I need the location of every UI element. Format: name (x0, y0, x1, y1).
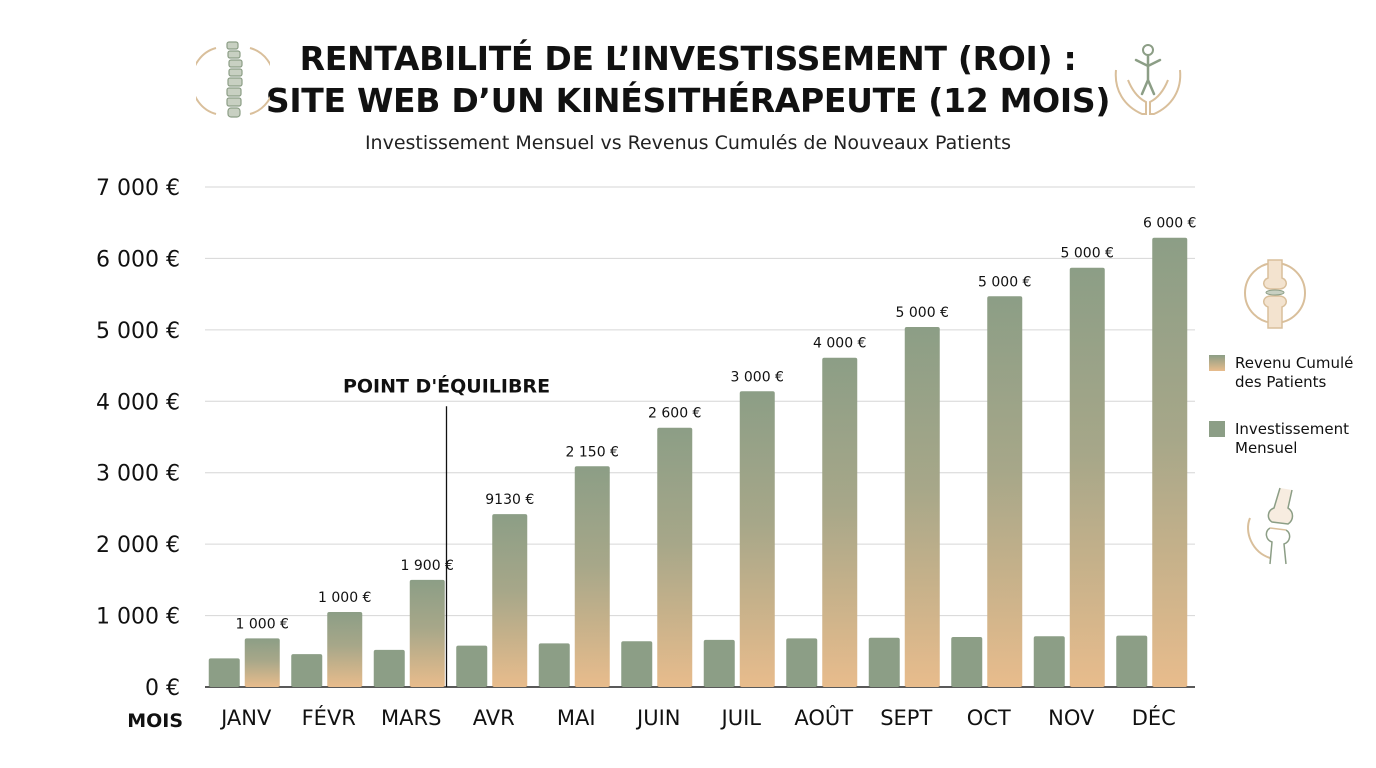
x-tick-label: JANV (219, 706, 272, 730)
knee-joint-icon (1244, 259, 1306, 329)
caring-hands-icon (1114, 44, 1182, 115)
revenue-data-label: 2 600 € (648, 406, 701, 422)
investment-bar (1116, 635, 1148, 687)
x-tick-label: SEPT (880, 706, 932, 730)
chart-title-line-2: SITE WEB D’UN KINÉSITHÉRAPEUTE (12 MOIS) (265, 81, 1111, 120)
revenue-bar (492, 514, 528, 687)
investment-bar (291, 654, 323, 687)
x-axis-ticks: JANV FÉVR MARS AVR MAI JUIN JUIL AOÛT SEPT OCT NOV… (127, 705, 1176, 732)
x-tick-label: DÉC (1132, 705, 1176, 730)
investment-bar (456, 645, 488, 687)
revenue-bar (904, 327, 940, 687)
revenue-data-label: 4 000 € (813, 336, 866, 352)
legend-label-revenue: Revenu Cumulé des Patients (1235, 354, 1354, 391)
bars (208, 237, 1188, 687)
revenue-data-label: 1 000 € (318, 590, 371, 606)
legend-swatch-investment (1209, 421, 1225, 437)
revenue-data-label: 9130 € (485, 492, 534, 508)
x-tick-label: NOV (1048, 706, 1095, 730)
legend-item-investment: Investissement Mensuel (1209, 420, 1365, 458)
investment-bar (621, 641, 653, 687)
y-tick-label: 5 000 € (96, 319, 180, 344)
spine-icon (196, 41, 270, 118)
x-tick-label: AVR (473, 706, 515, 730)
investment-bar (538, 643, 570, 687)
revenue-data-label: 5 000 € (896, 305, 949, 321)
revenue-bar (739, 391, 775, 687)
legend-swatch-revenue (1209, 355, 1225, 371)
x-tick-label: FÉVR (302, 705, 356, 730)
break-even-label: POINT D'ÉQUILIBRE (343, 374, 550, 397)
y-tick-label: 3 000 € (96, 462, 180, 487)
data-labels: 1 000 € 1 000 € 1 900 € 9130 € 2 150 € 2 600 … (236, 216, 1197, 633)
investment-bar (1033, 636, 1065, 687)
y-tick-label: 0 € (145, 676, 180, 701)
break-even-annotation: POINT D'ÉQUILIBRE (343, 374, 550, 687)
revenue-bar (987, 296, 1023, 687)
revenue-bar (657, 427, 693, 687)
revenue-bar (1152, 237, 1188, 687)
y-tick-label: 2 000 € (96, 533, 180, 558)
grid-lines (205, 186, 1195, 688)
y-tick-label: 6 000 € (96, 247, 180, 272)
investment-bar (868, 637, 900, 687)
revenue-data-label: 2 150 € (566, 444, 619, 460)
revenue-bar (574, 466, 610, 687)
x-tick-label: MAI (557, 706, 596, 730)
x-tick-label: OCT (967, 706, 1011, 730)
y-tick-label: 1 000 € (96, 605, 180, 630)
revenue-data-label: 5 000 € (978, 274, 1031, 290)
y-axis-ticks: 0 € 1 000 € 2 000 € 3 000 € 4 000 € 5 000 € 6 … (96, 176, 180, 701)
revenue-data-label: 1 000 € (236, 616, 289, 632)
revenue-bar (327, 612, 363, 687)
revenue-bar (244, 638, 280, 687)
y-tick-label: 7 000 € (96, 176, 180, 201)
investment-bar (951, 637, 983, 687)
chart-title: RENTABILITÉ DE L’INVESTISSEMENT (ROI) : … (0, 38, 1376, 122)
investment-bar (786, 638, 818, 687)
x-tick-label: JUIL (720, 706, 762, 730)
investment-bar (703, 639, 735, 687)
revenue-data-label: 3 000 € (731, 369, 784, 385)
chart-subtitle: Investissement Mensuel vs Revenus Cumulé… (364, 132, 1012, 154)
x-tick-label: AOÛT (794, 705, 853, 730)
x-tick-label: MARS (381, 706, 441, 730)
knee-joint-outline-icon (1247, 487, 1294, 565)
legend: Revenu Cumulé des Patients Investissemen… (1209, 354, 1365, 486)
revenue-data-label: 5 000 € (1061, 246, 1114, 262)
investment-bar (208, 658, 240, 687)
legend-item-revenue: Revenu Cumulé des Patients (1209, 354, 1365, 392)
x-tick-label: JUIN (635, 706, 680, 730)
chart-title-line-1: RENTABILITÉ DE L’INVESTISSEMENT (ROI) : (299, 39, 1077, 78)
revenue-data-label: 1 900 € (401, 558, 454, 574)
legend-label-investment: Investissement Mensuel (1235, 420, 1349, 457)
x-axis-label: MOIS (127, 710, 183, 732)
revenue-bar (409, 579, 445, 687)
revenue-bar (1069, 267, 1105, 687)
revenue-data-label: 6 000 € (1143, 216, 1196, 232)
y-tick-label: 4 000 € (96, 390, 180, 415)
investment-bar (373, 649, 405, 687)
revenue-bar (822, 357, 858, 687)
